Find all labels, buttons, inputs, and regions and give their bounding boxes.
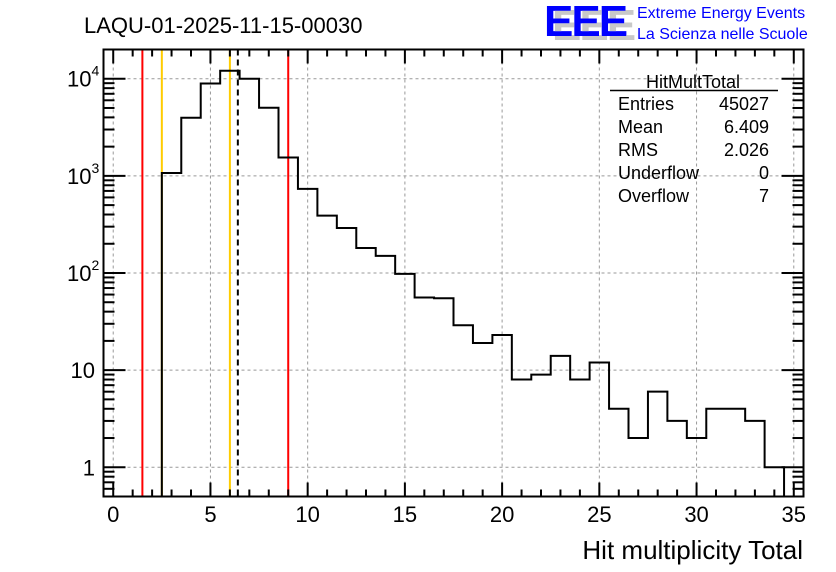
- histogram-bin: [279, 158, 298, 497]
- histogram-bin: [259, 108, 278, 497]
- x-axis-title: Hit multiplicity Total: [582, 535, 803, 565]
- stats-value: 0: [759, 163, 769, 183]
- eee-logo: EEE Extreme Energy Events La Scienza nel…: [544, 0, 808, 46]
- y-tick-exponent: 4: [91, 63, 99, 79]
- histogram-bin: [745, 421, 764, 497]
- stats-label: Entries: [618, 94, 674, 114]
- y-tick-exponent: 3: [91, 160, 99, 176]
- histogram-bin: [531, 375, 550, 497]
- stats-label: Underflow: [618, 163, 700, 183]
- y-tick-label: 10: [71, 358, 95, 383]
- stats-title: HitMultTotal: [646, 72, 740, 92]
- y-tick-label: 1: [83, 455, 95, 480]
- histogram-bin: [454, 325, 473, 496]
- x-tick-label: 10: [295, 502, 319, 527]
- y-tick-base: 10: [67, 164, 91, 189]
- histogram-bin: [162, 173, 181, 496]
- histogram-bin: [590, 362, 609, 496]
- x-tick-label: 35: [782, 502, 806, 527]
- stats-value: 7: [759, 186, 769, 206]
- x-tick-label: 0: [107, 502, 119, 527]
- histogram-bin: [395, 274, 414, 497]
- chart-title: LAQU-01-2025-11-15-00030: [84, 13, 362, 38]
- y-tick-label: 102: [67, 257, 99, 286]
- histogram-bin: [473, 343, 492, 496]
- x-tick-label: 20: [490, 502, 514, 527]
- histogram-bin: [434, 298, 453, 496]
- histogram-bin: [181, 118, 200, 497]
- histogram-bin: [551, 356, 570, 497]
- histogram-bin: [220, 71, 239, 497]
- stats-label: Mean: [618, 117, 663, 137]
- logo-mark: EEE: [544, 0, 627, 46]
- x-tick-label: 25: [587, 502, 611, 527]
- histogram-bin: [376, 256, 395, 497]
- histogram-bin: [570, 380, 589, 497]
- stats-value: 6.409: [724, 117, 769, 137]
- y-tick-exponent: 2: [91, 257, 99, 273]
- x-tick-label: 5: [204, 502, 216, 527]
- y-tick-label: 104: [67, 63, 99, 92]
- histogram-bin: [706, 409, 725, 497]
- stats-label: RMS: [618, 140, 658, 160]
- histogram-bin: [726, 409, 745, 497]
- logo-line2: La Scienza nelle Scuole: [637, 26, 808, 43]
- histogram-bin: [492, 335, 511, 497]
- x-tick-labels: 0 5 10 15 20 25 30 35: [107, 502, 806, 527]
- histogram-bin: [512, 380, 531, 497]
- histogram-bin: [667, 421, 686, 497]
- y-tick-label: 103: [67, 160, 99, 189]
- logo-line1: Extreme Energy Events: [637, 5, 805, 22]
- histogram-bin: [609, 409, 628, 497]
- histogram-bin: [337, 228, 356, 497]
- histogram-bin: [629, 438, 648, 496]
- histogram-bin: [240, 79, 259, 497]
- y-tick-base: 10: [67, 67, 91, 92]
- histogram-bin: [317, 216, 336, 497]
- histogram-bin: [298, 189, 317, 497]
- axis-ticks: [103, 48, 804, 498]
- stats-box: HitMultTotal Entries 45027 Mean 6.409 RMS 2.0…: [610, 72, 778, 206]
- histogram-bin: [648, 392, 667, 497]
- stats-value: 2.026: [724, 140, 769, 160]
- histogram-bin: [687, 438, 706, 496]
- stats-value: 45027: [719, 94, 769, 114]
- stats-label: Overflow: [618, 186, 690, 206]
- histogram-line: [160, 69, 786, 497]
- histogram-bin: [415, 297, 434, 496]
- histogram-bin: [201, 83, 220, 496]
- histogram-bin: [765, 467, 784, 496]
- histogram-bin: [356, 248, 375, 497]
- x-tick-label: 30: [684, 502, 708, 527]
- y-tick-base: 10: [67, 261, 91, 286]
- x-tick-label: 15: [393, 502, 417, 527]
- grid: [103, 49, 804, 497]
- plot-frame: [102, 48, 805, 498]
